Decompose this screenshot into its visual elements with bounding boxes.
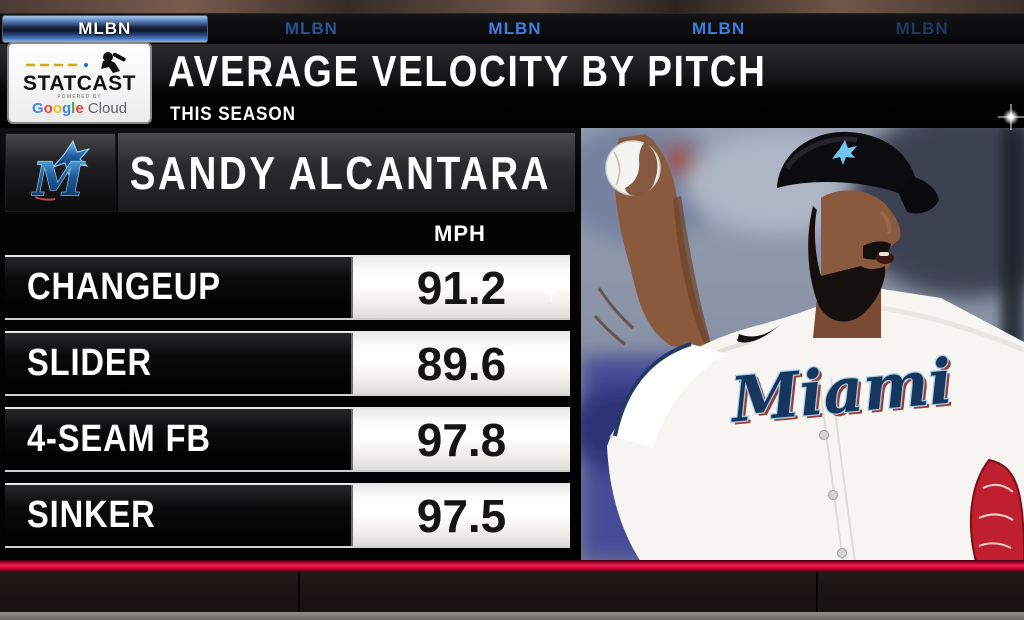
cloud-label: Cloud	[83, 99, 128, 117]
marlins-logo-icon: M	[30, 139, 90, 206]
statcast-logo: STATCAST POWERED BY Google Cloud	[7, 42, 152, 124]
google-letter: g	[61, 99, 72, 117]
tab-mlbn-3[interactable]: MLBN	[488, 19, 542, 38]
pitch-velocity-value: 89.6	[351, 333, 570, 394]
page-title: AVERAGE VELOCITY BY PITCH	[168, 47, 767, 96]
pitch-label: SLIDER	[27, 342, 153, 384]
tab-mlbn-4[interactable]: MLBN	[692, 19, 746, 38]
table-row-sinker: SINKER 97.5	[5, 483, 570, 548]
pitch-label: CHANGEUP	[27, 266, 221, 308]
google-letter: l	[71, 99, 76, 117]
player-name: SANDY ALCANTARA	[129, 146, 552, 199]
statcast-batter-icon	[25, 51, 126, 73]
player-name-bar: SANDY ALCANTARA	[118, 133, 575, 212]
header-band: STATCAST POWERED BY Google Cloud AVERAGE…	[0, 42, 1024, 128]
team-logo-box: M	[5, 133, 116, 212]
pitch-velocity-value: 97.8	[351, 409, 570, 470]
tab-mlbn-1-active[interactable]: MLBN	[2, 15, 208, 43]
studio-desk-wood	[0, 571, 1024, 612]
tab-mlbn-2[interactable]: MLBN	[284, 19, 338, 38]
pitch-label: 4-SEAM FB	[27, 418, 211, 460]
table-row-slider: SLIDER 89.6	[5, 331, 570, 396]
statcast-wordmark: STATCAST	[23, 71, 136, 95]
velocity-table: CHANGEUP 91.2 SLIDER 89.6 4-SEAM FB 97.8…	[5, 255, 570, 559]
tattoo-marks	[593, 287, 635, 346]
jersey-script: Miami Miami	[725, 343, 959, 439]
nike-swoosh-icon	[737, 324, 781, 343]
pitch-velocity-value: 97.5	[351, 485, 570, 546]
table-row-4seam-fb: 4-SEAM FB 97.8	[5, 407, 570, 472]
sleeve-trim	[613, 342, 692, 437]
jersey-button	[819, 430, 829, 440]
powered-by-label: POWERED BY	[57, 93, 102, 100]
google-letter: G	[31, 99, 44, 117]
jersey-placket	[818, 377, 856, 562]
jersey-button	[828, 490, 838, 500]
svg-text:M: M	[31, 152, 86, 206]
google-letter: o	[43, 99, 53, 117]
stats-panel: M SANDY ALCANTARA MPH CHANGEUP 91.2 SLID…	[0, 128, 581, 562]
pitch-velocity-value: 91.2	[351, 257, 570, 318]
cap-brim	[899, 176, 939, 214]
studio-floor-strip	[0, 612, 1024, 620]
baseball-icon	[605, 140, 661, 196]
google-cloud-logo: Google Cloud	[32, 101, 127, 116]
page-subtitle: THIS SEASON	[170, 104, 296, 125]
cap-logo-icon	[832, 140, 857, 165]
unit-column-header: MPH	[434, 221, 486, 246]
glove-icon	[969, 458, 1024, 562]
google-letter: o	[52, 99, 62, 117]
gripping-fingers	[625, 142, 658, 196]
jersey-button	[837, 548, 847, 558]
table-row-changeup: CHANGEUP 91.2	[5, 255, 570, 320]
player-head	[777, 131, 939, 338]
network-tab-bar: MLBN MLBN MLBN MLBN MLBN	[0, 13, 1024, 44]
jersey: Miami Miami	[607, 286, 1024, 562]
tab-mlbn-5[interactable]: MLBN	[895, 19, 949, 38]
studio-background-top	[0, 0, 1024, 15]
pitch-label: SINKER	[27, 494, 156, 536]
player-photo: Miami Miami	[581, 128, 1024, 562]
google-letter: e	[75, 99, 84, 117]
svg-text:Miami: Miami	[726, 345, 955, 437]
accent-red-rule	[0, 560, 1024, 571]
